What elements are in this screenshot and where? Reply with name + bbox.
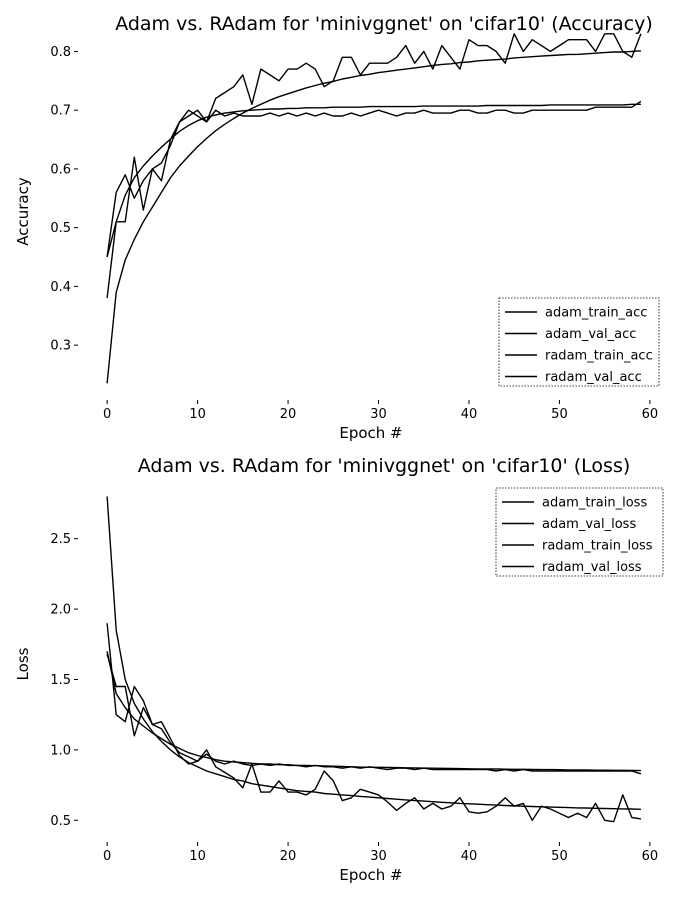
x-tick-label: 30	[370, 849, 387, 864]
x-tick-label: 10	[189, 849, 206, 864]
chart-panel-loss: Adam vs. RAdam for 'minivggnet' on 'cifa…	[14, 455, 664, 884]
x-tick-label: 0	[103, 407, 111, 422]
x-tick-label: 40	[461, 849, 478, 864]
y-axis-label: Accuracy	[14, 177, 32, 246]
y-tick-label: 0.5	[50, 221, 71, 236]
x-tick-label: 10	[189, 407, 206, 422]
x-tick-label: 50	[551, 407, 568, 422]
chart-title: Adam vs. RAdam for 'minivggnet' on 'cifa…	[115, 13, 653, 35]
legend: adam_train_acc adam_val_acc radam_train_ac…	[498, 297, 660, 387]
series-line-adam_val_loss	[106, 623, 642, 775]
series-line-radam_train_acc	[106, 50, 641, 384]
series-line-adam_train_acc	[106, 103, 641, 299]
legend-label: radam_train_loss	[542, 539, 653, 554]
series-line-adam_train_loss	[106, 651, 641, 772]
y-tick-label: 1.5	[50, 673, 71, 688]
x-tick-label: 30	[370, 407, 387, 422]
series-line-radam_val_loss	[106, 653, 642, 823]
y-tick-label: 0.8	[50, 45, 71, 60]
y-axis-label: Loss	[14, 647, 32, 680]
x-axis-label: Epoch #	[339, 424, 402, 442]
legend-label: adam_train_loss	[542, 496, 647, 511]
legend-label: adam_val_loss	[542, 517, 636, 532]
y-tick-label: 0.3	[50, 339, 71, 354]
chart-title: Adam vs. RAdam for 'minivggnet' on 'cifa…	[138, 455, 631, 477]
series-line-radam_train_loss	[106, 496, 641, 810]
legend-label: adam_val_acc	[545, 327, 636, 342]
x-tick-label: 60	[642, 407, 659, 422]
legend-label: radam_val_loss	[542, 560, 642, 575]
y-tick-label: 0.6	[50, 162, 71, 177]
y-tick-label: 0.5	[50, 814, 71, 829]
legend-label: radam_val_acc	[545, 370, 642, 385]
x-tick-label: 20	[280, 849, 297, 864]
y-tick-label: 2.5	[50, 532, 71, 547]
chart-panel-accuracy: Adam vs. RAdam for 'minivggnet' on 'cifa…	[14, 13, 660, 442]
x-tick-label: 20	[280, 407, 297, 422]
x-tick-label: 50	[551, 849, 568, 864]
y-tick-label: 2.0	[50, 603, 71, 618]
x-tick-label: 60	[642, 849, 659, 864]
legend-label: adam_train_acc	[545, 306, 647, 321]
x-tick-label: 0	[103, 849, 111, 864]
x-tick-label: 40	[461, 407, 478, 422]
series-line-radam_val_acc	[106, 33, 642, 258]
legend-frame	[498, 297, 660, 387]
y-tick-label: 0.7	[50, 104, 71, 119]
legend-label: radam_train_acc	[545, 349, 653, 364]
series-line-adam_val_acc	[106, 100, 642, 258]
x-axis-label: Epoch #	[339, 866, 402, 884]
y-tick-label: 1.0	[50, 743, 71, 758]
y-tick-label: 0.4	[50, 280, 71, 295]
legend: adam_train_loss adam_val_loss radam_train_…	[495, 487, 664, 577]
